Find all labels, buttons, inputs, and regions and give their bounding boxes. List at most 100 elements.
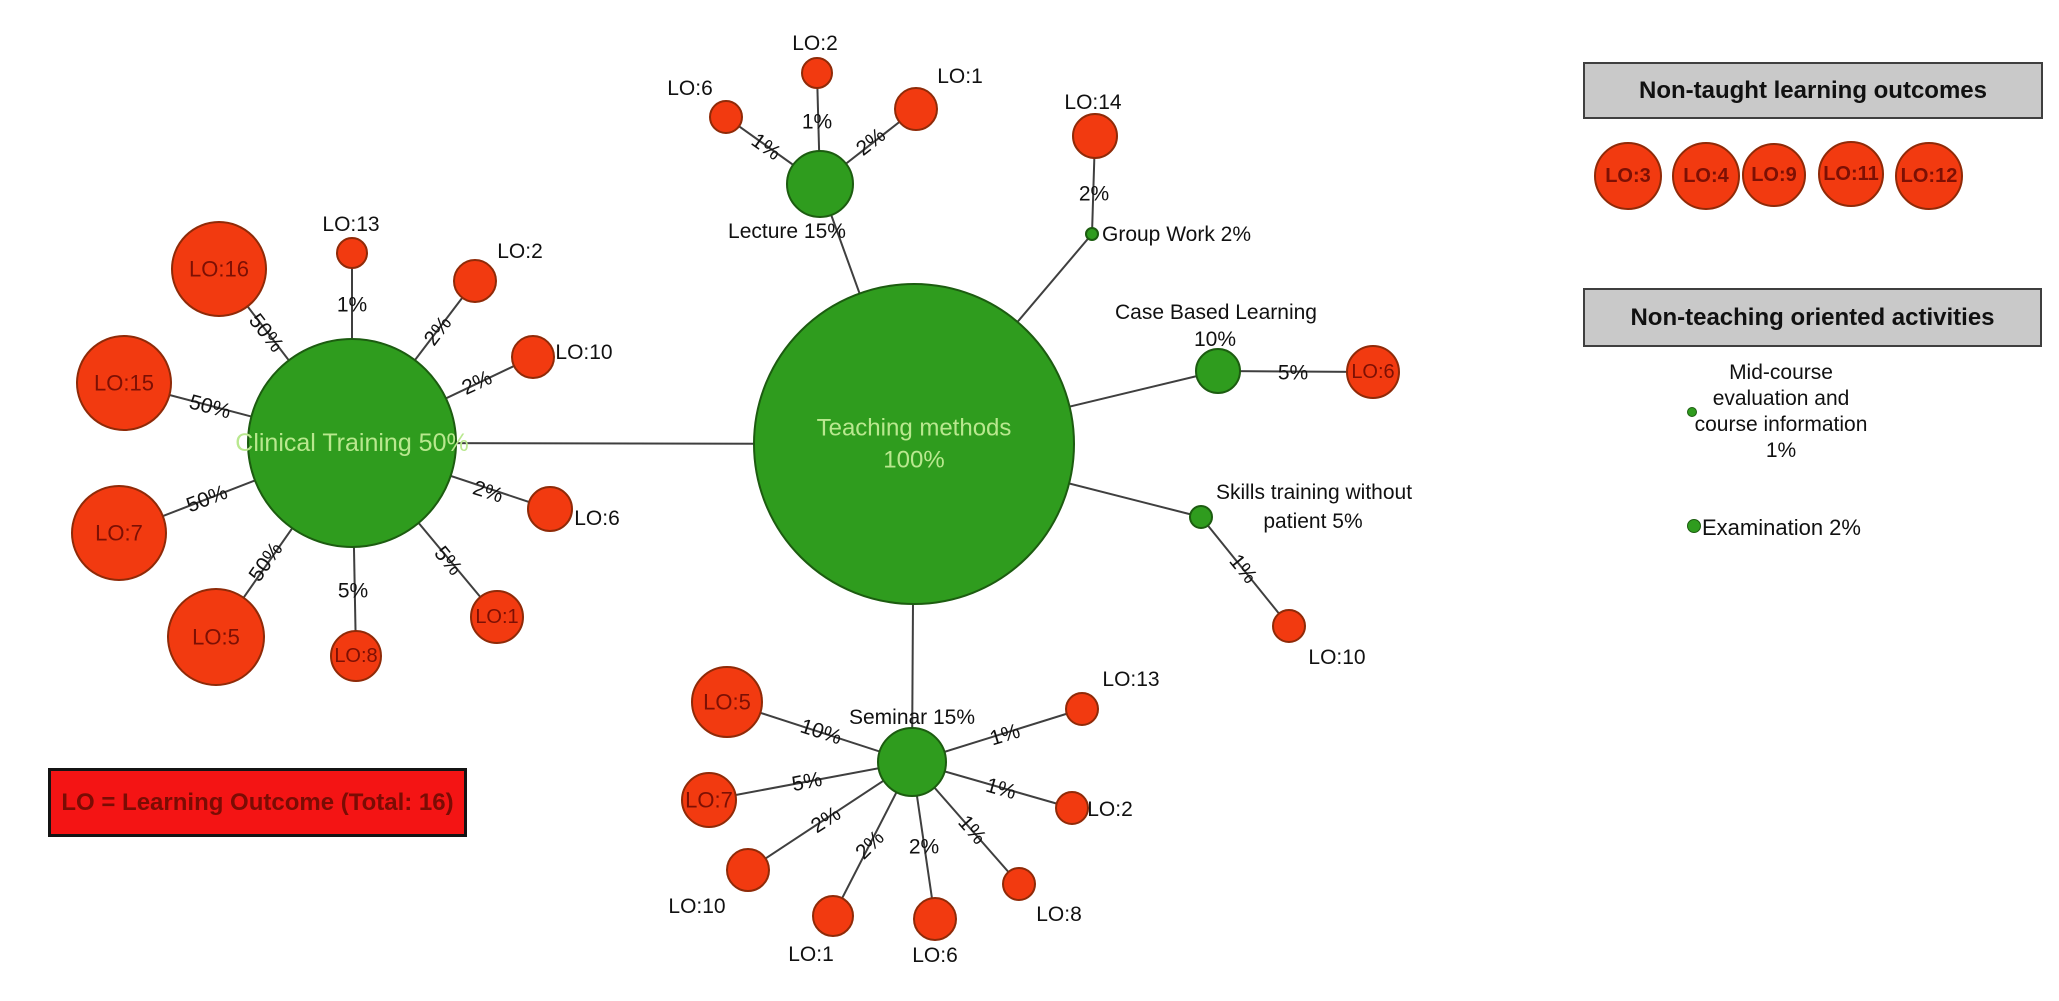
node-label: LO:2 <box>497 240 543 263</box>
node-label: LO:13 <box>322 213 379 236</box>
outcome-lo4: LO:4 <box>1672 142 1740 210</box>
edge-label: 2% <box>851 826 889 864</box>
node-sem-lo5 <box>691 666 763 738</box>
mid-course-line-2: evaluation and <box>1712 387 1850 410</box>
node-label: 10% <box>1194 328 1236 351</box>
node-teaching-methods-label: 100% <box>883 447 944 474</box>
non-taught-title: Non-taught learning outcomes <box>1639 76 1987 104</box>
node-group-work <box>1085 227 1099 241</box>
mid-course-label: Mid-course evaluation and course informa… <box>1656 360 1906 464</box>
examination-dot-icon <box>1687 519 1701 533</box>
node-ct-lo5-label: LO:5 <box>192 625 240 650</box>
edge-label: 1% <box>747 129 785 165</box>
mid-course-line-1: Mid-course <box>1729 361 1833 384</box>
node-sem-lo5-label: LO:5 <box>703 690 751 715</box>
node-label: LO:14 <box>1064 91 1122 114</box>
outcome-lo11: LO:11 <box>1818 141 1884 207</box>
node-label: LO:10 <box>555 341 612 364</box>
outcome-label: LO:11 <box>1823 162 1879 185</box>
node-cbl-lo6 <box>1346 345 1400 399</box>
node-sem-lo13 <box>1065 692 1099 726</box>
edge-label: 5% <box>1278 362 1308 385</box>
node-label: LO:6 <box>667 77 713 100</box>
edge-label: 1% <box>1225 550 1262 588</box>
mid-course-line-4: 1% <box>1765 439 1797 462</box>
node-gw-lo14 <box>1072 113 1118 159</box>
mid-course-line-3: course information <box>1694 413 1868 436</box>
node-label: Skills training without <box>1216 481 1412 504</box>
node-skills-training <box>1189 505 1213 529</box>
node-lec-lo6 <box>709 100 743 134</box>
node-sem-lo1 <box>812 895 854 937</box>
node-label: Case Based Learning <box>1115 301 1317 324</box>
node-label: LO:2 <box>792 32 838 55</box>
mid-course-dot-icon <box>1687 407 1697 417</box>
node-ct-lo16-label: LO:16 <box>189 257 249 282</box>
node-cbl-lo6-label: LO:6 <box>1351 361 1394 383</box>
node-label: LO:6 <box>912 944 958 967</box>
node-label: Seminar 15% <box>849 706 975 729</box>
edge-label: 5% <box>790 768 824 796</box>
node-label: LO:13 <box>1102 668 1159 691</box>
node-lec-lo2 <box>801 57 833 89</box>
node-ct-lo2 <box>453 259 497 303</box>
node-ct-lo1-label: LO:1 <box>475 606 518 628</box>
node-ct-lo1 <box>470 590 524 644</box>
node-ct-lo13 <box>336 237 368 269</box>
node-ct-lo7 <box>71 485 167 581</box>
edge-label: 10% <box>797 715 844 750</box>
node-ct-lo10 <box>511 335 555 379</box>
node-label: LO:2 <box>1087 798 1133 821</box>
node-ct-lo15 <box>76 335 172 431</box>
node-case-based-learning <box>1195 348 1241 394</box>
legend-text: LO = Learning Outcome (Total: 16) <box>61 788 454 816</box>
node-label: LO:8 <box>1036 903 1082 926</box>
node-label: Group Work 2% <box>1102 223 1251 246</box>
node-label: patient 5% <box>1263 510 1362 533</box>
examination-label: Examination 2% <box>1702 515 1861 540</box>
edge-label: 1% <box>983 774 1019 804</box>
node-clinical-training <box>247 338 457 548</box>
node-seminar <box>877 727 947 797</box>
node-sk-lo10 <box>1272 609 1306 643</box>
node-sem-lo7-label: LO:7 <box>685 788 733 813</box>
node-sem-lo6 <box>913 897 957 941</box>
node-ct-lo16 <box>171 221 267 317</box>
node-label: LO:1 <box>788 943 834 966</box>
edge-label: 2% <box>909 836 939 859</box>
edge-label: 2% <box>1079 183 1109 206</box>
outcome-lo12: LO:12 <box>1895 142 1963 210</box>
node-teaching-methods <box>753 283 1075 605</box>
node-sem-lo2 <box>1055 791 1089 825</box>
legend-box: LO = Learning Outcome (Total: 16) <box>48 768 467 837</box>
edge-label: 50% <box>183 481 230 518</box>
graph-edge <box>1200 516 1290 627</box>
edge-label: 1% <box>802 111 832 134</box>
node-lecture <box>786 150 854 218</box>
node-label: LO:10 <box>668 895 725 918</box>
node-sem-lo10 <box>726 848 770 892</box>
outcome-label: LO:4 <box>1683 164 1729 187</box>
node-label: LO:10 <box>1308 646 1365 669</box>
edge-label: 2% <box>420 312 457 350</box>
node-ct-lo6 <box>527 486 573 532</box>
node-lec-lo1 <box>894 87 938 131</box>
node-ct-lo5 <box>167 588 265 686</box>
node-sem-lo8 <box>1002 867 1036 901</box>
outcome-label: LO:12 <box>1900 164 1958 187</box>
node-ct-lo15-label: LO:15 <box>94 371 154 396</box>
edge-label: 2% <box>458 366 495 400</box>
node-ct-lo7-label: LO:7 <box>95 521 143 546</box>
outcome-label: LO:3 <box>1605 164 1651 187</box>
node-sem-lo7 <box>681 772 737 828</box>
edge-label: 50% <box>187 390 234 423</box>
outcome-lo3: LO:3 <box>1594 142 1662 210</box>
node-label: Lecture 15% <box>728 220 846 243</box>
outcome-label: LO:9 <box>1751 163 1797 186</box>
node-label: LO:6 <box>574 507 620 530</box>
edge-label: 1% <box>987 720 1023 751</box>
edge-label: 2% <box>470 476 506 507</box>
outcome-lo9: LO:9 <box>1742 143 1806 207</box>
